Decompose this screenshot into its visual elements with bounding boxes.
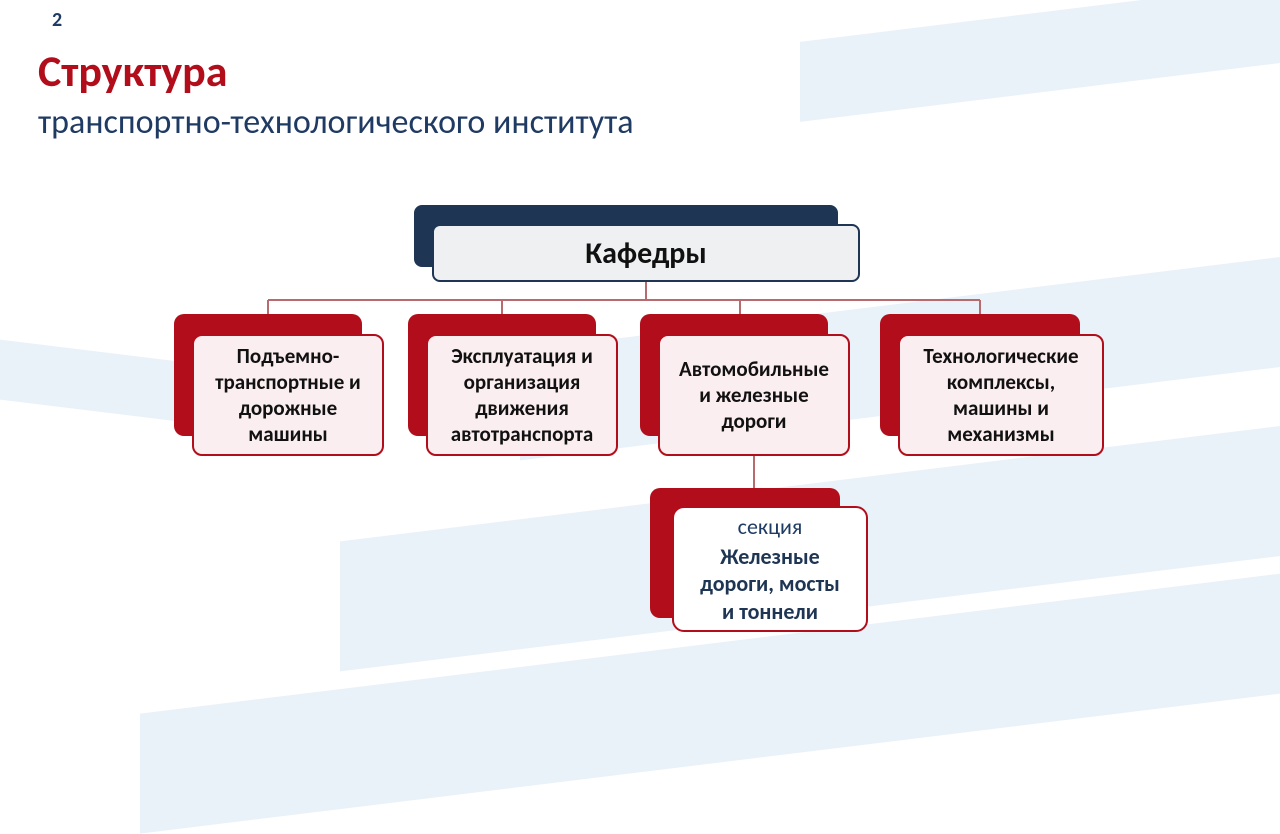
dept-node: Автомобильныеи железныедороги	[658, 334, 850, 456]
section-label: Железныедороги, мостыи тоннели	[700, 543, 840, 626]
dept-label: Эксплуатация иорганизациядвиженияавтотра…	[451, 343, 593, 448]
dept-label: Технологическиекомплексы,машины имеханиз…	[923, 343, 1078, 448]
section-prefix: секция	[738, 513, 803, 541]
dept-node: Эксплуатация иорганизациядвиженияавтотра…	[426, 334, 618, 456]
org-chart: Кафедры Подъемно-транспортные идорожныем…	[0, 0, 1280, 720]
dept-label: Автомобильныеи железныедороги	[679, 356, 829, 435]
dept-node: Подъемно-транспортные идорожныемашины	[192, 334, 384, 456]
root-label: Кафедры	[585, 235, 706, 272]
dept-node: Технологическиекомплексы,машины имеханиз…	[898, 334, 1104, 456]
section-node: секция Железныедороги, мостыи тоннели	[672, 506, 868, 632]
dept-label: Подъемно-транспортные идорожныемашины	[215, 343, 360, 448]
root-node: Кафедры	[432, 224, 860, 282]
